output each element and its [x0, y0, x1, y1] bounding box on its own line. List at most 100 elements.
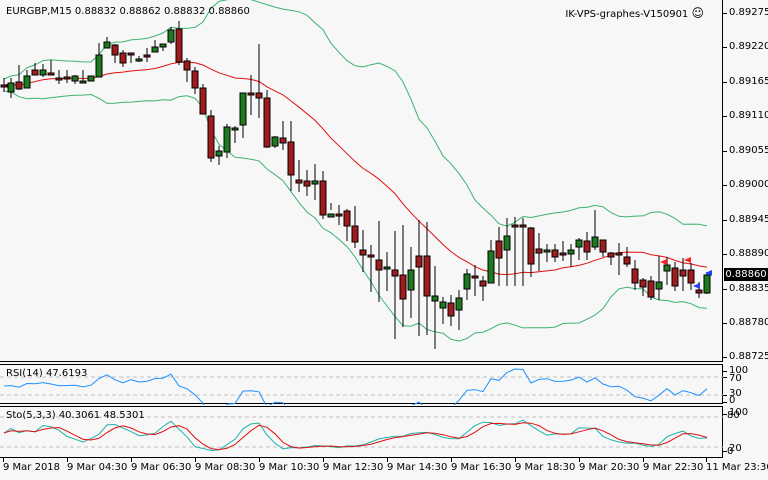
- candle: [263, 90, 271, 148]
- candle: [119, 50, 127, 67]
- candle: [0, 78, 8, 92]
- candle: [143, 48, 151, 62]
- rsi-level-label: 70: [729, 373, 742, 384]
- candle: [375, 221, 383, 302]
- candle: [495, 227, 503, 286]
- candle: [351, 206, 359, 248]
- candle: [111, 44, 119, 63]
- candle: [631, 260, 639, 290]
- current-price-tag: 0.88860: [724, 268, 768, 281]
- stochastic-pane[interactable]: Sto(5,3,3) 40.3061 48.5301: [0, 406, 723, 458]
- candle: [559, 241, 567, 261]
- sto-level-label: 20: [729, 443, 742, 454]
- time-label: 9 Mar 04:30: [67, 462, 128, 473]
- stochastic-label: Sto(5,3,3) 40.3061 48.5301: [6, 410, 145, 421]
- price-label: 0.88725: [729, 351, 768, 362]
- candle: [311, 164, 319, 200]
- candle: [703, 272, 711, 294]
- signal-arrow-icon: [693, 283, 700, 289]
- candle: [431, 266, 439, 349]
- candle: [175, 21, 183, 65]
- candle: [319, 171, 327, 219]
- price-label: 0.89220: [729, 41, 768, 52]
- sto-level-label: 100: [729, 407, 749, 418]
- price-label: 0.89275: [729, 7, 768, 18]
- candle: [543, 244, 551, 262]
- sto-level-label: 0: [727, 446, 734, 457]
- smiley-icon: ☺: [691, 6, 704, 20]
- candle: [71, 75, 79, 84]
- time-label: 9 Mar 12:30: [323, 462, 384, 473]
- candle: [191, 67, 199, 94]
- candle: [471, 265, 479, 296]
- candle: [23, 70, 31, 89]
- candle: [343, 209, 351, 241]
- time-label: 9 Mar 2018: [3, 462, 61, 473]
- main-chart-pane[interactable]: EURGBP,M15 0.88832 0.88862 0.88832 0.888…: [0, 0, 723, 362]
- candle: [511, 217, 519, 286]
- candle: [95, 43, 103, 78]
- price-label: 0.88945: [729, 214, 768, 225]
- time-label: 9 Mar 18:30: [515, 462, 576, 473]
- candle: [391, 231, 399, 339]
- time-label: 9 Mar 10:30: [259, 462, 320, 473]
- candle: [367, 245, 375, 292]
- candle: [223, 124, 231, 158]
- rsi-chart: [0, 368, 723, 405]
- price-label: 0.89000: [729, 179, 768, 190]
- candle: [583, 232, 591, 260]
- candle: [271, 136, 279, 148]
- candle: [679, 258, 687, 291]
- candle: [39, 64, 47, 77]
- candle: [455, 290, 463, 330]
- time-label: 11 Mar 23:30: [706, 462, 768, 473]
- candle: [567, 244, 575, 267]
- price-label: 0.89055: [729, 145, 768, 156]
- rsi-level-label: 100: [729, 365, 749, 376]
- candle: [423, 222, 431, 335]
- candle: [607, 252, 615, 265]
- candle: [671, 262, 679, 291]
- candle: [415, 220, 423, 336]
- candle: [551, 244, 559, 262]
- price-label: 0.89110: [729, 110, 768, 121]
- candle: [103, 37, 111, 49]
- candle: [127, 52, 135, 63]
- candle: [487, 240, 495, 284]
- candle: [527, 227, 535, 277]
- candle: [575, 238, 583, 260]
- rsi-pane[interactable]: RSI(14) 47.6193: [0, 364, 723, 405]
- candle: [439, 297, 447, 324]
- price-chart[interactable]: [0, 0, 723, 362]
- candle: [135, 56, 143, 62]
- candle: [231, 126, 239, 143]
- price-label: 0.89165: [729, 76, 768, 87]
- candle: [87, 75, 95, 82]
- signal-arrow-icon: [684, 257, 691, 263]
- candle: [535, 233, 543, 271]
- candle: [503, 218, 511, 286]
- candle: [407, 247, 415, 318]
- candle: [615, 243, 623, 275]
- candle: [303, 170, 311, 196]
- candle: [215, 146, 223, 165]
- candle: [31, 63, 39, 76]
- candle: [55, 70, 63, 84]
- candle: [255, 44, 263, 118]
- candle: [247, 75, 255, 115]
- time-label: 9 Mar 06:30: [131, 462, 192, 473]
- price-label: 0.88890: [729, 248, 768, 259]
- sto-level-label: 80: [727, 410, 740, 421]
- candle: [207, 110, 215, 162]
- time-label: 9 Mar 16:30: [451, 462, 512, 473]
- candle: [479, 276, 487, 301]
- price-label: 0.88780: [729, 317, 768, 328]
- rsi-level-label: 30: [729, 388, 742, 399]
- candle: [519, 218, 527, 286]
- candle: [623, 247, 631, 267]
- candle: [287, 121, 295, 191]
- candle: [151, 40, 159, 53]
- candle: [183, 58, 191, 82]
- time-label: 9 Mar 14:30: [387, 462, 448, 473]
- rsi-level-label: 0: [729, 395, 736, 406]
